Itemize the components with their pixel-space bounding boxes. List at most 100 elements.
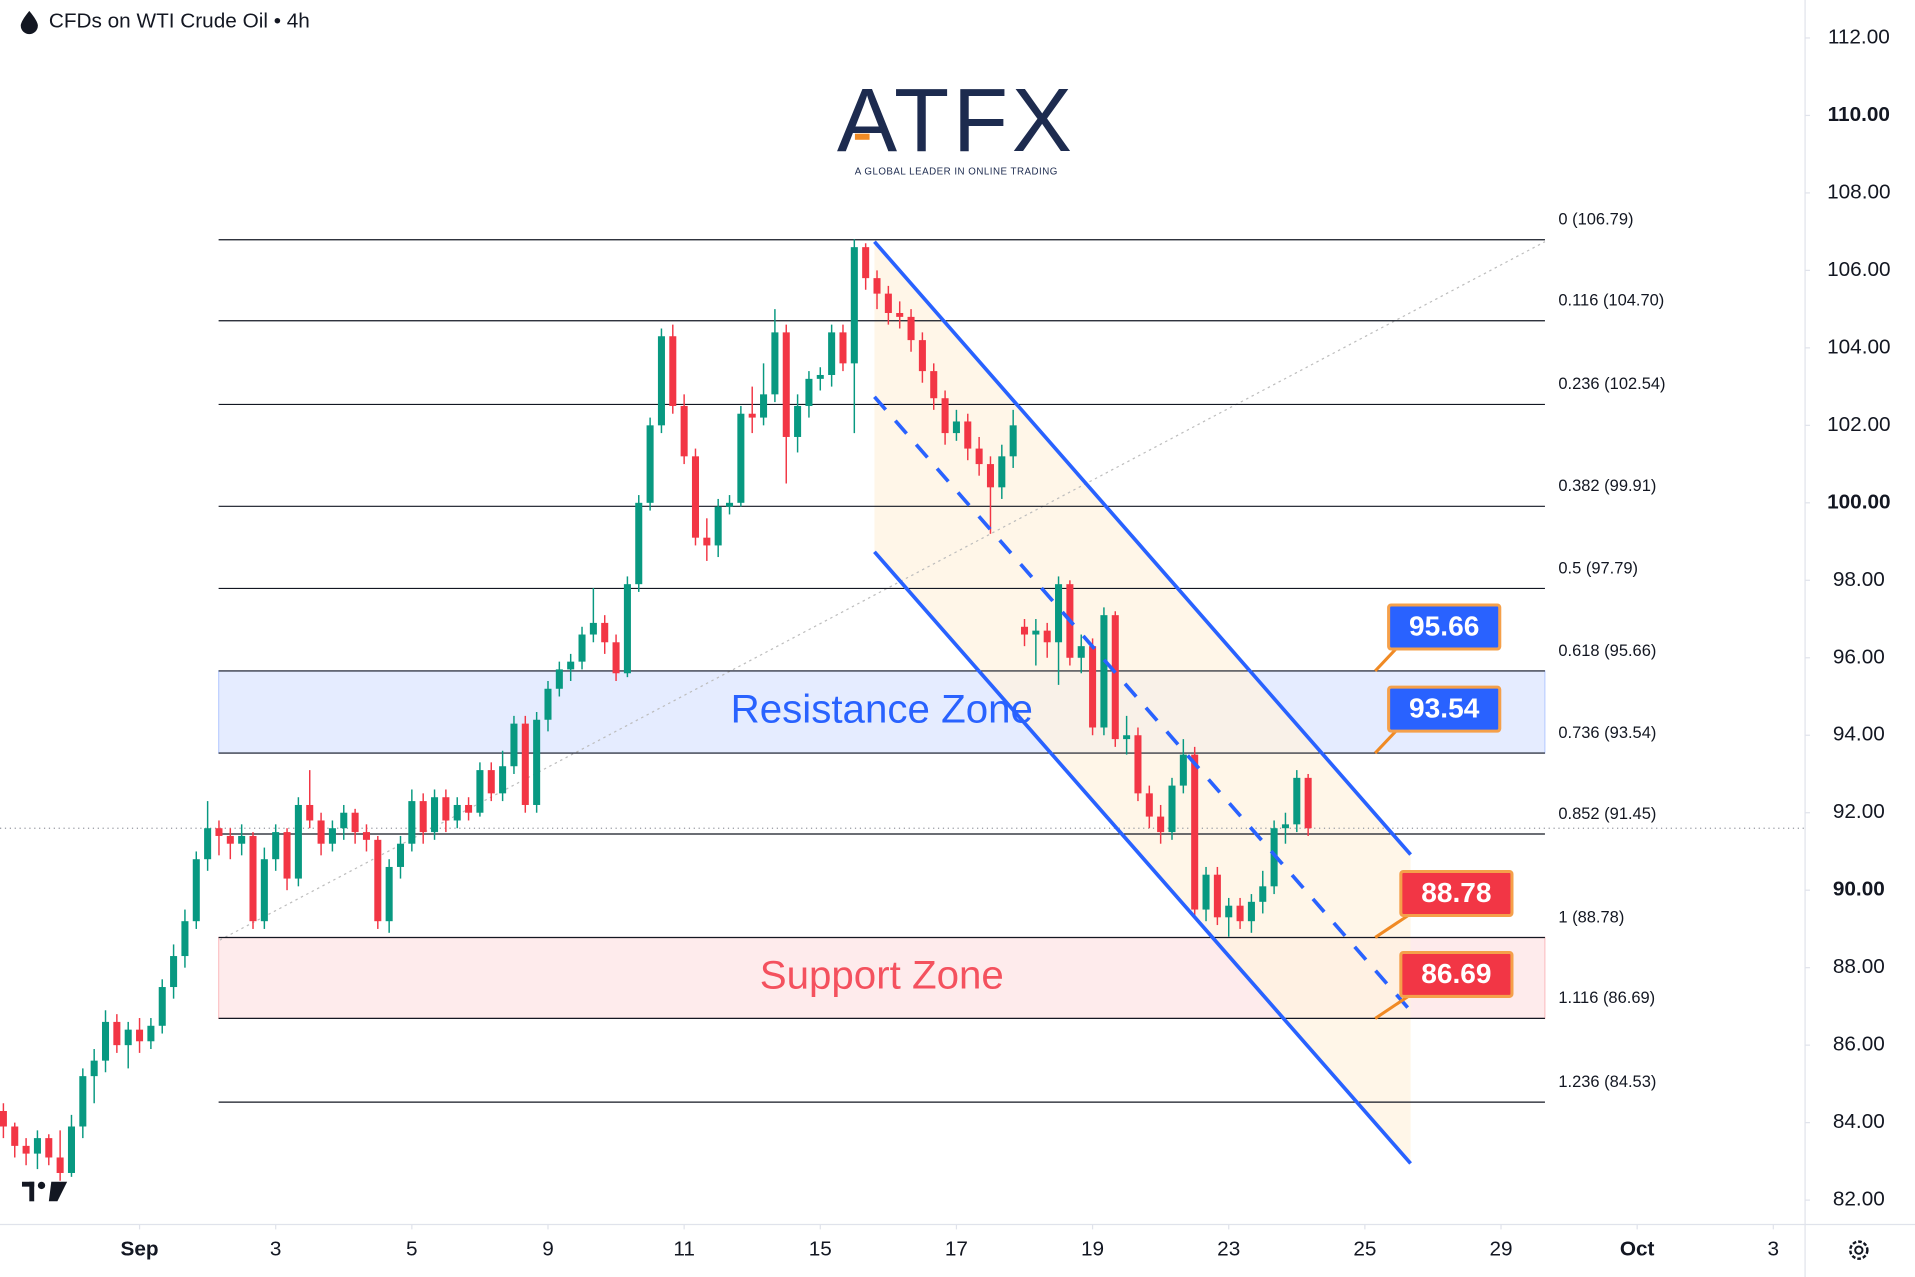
candle-body — [90, 1060, 98, 1077]
candle-body — [782, 332, 790, 437]
candle-body — [340, 812, 348, 829]
candle-body — [714, 506, 722, 546]
callout-pointer — [1374, 647, 1398, 672]
candle-body — [215, 828, 223, 836]
candle-body — [1293, 777, 1301, 825]
callout-box — [1399, 950, 1514, 998]
candle-body — [487, 770, 495, 794]
callout-label: 95.66 — [1409, 611, 1479, 642]
candle-body — [351, 812, 359, 833]
candle-body — [101, 1021, 110, 1061]
candle-body — [442, 797, 450, 821]
candle-body — [0, 1111, 7, 1127]
candle-body — [635, 502, 643, 585]
candle-body — [499, 766, 507, 794]
candle-body — [623, 584, 631, 674]
candle-body — [1304, 777, 1312, 829]
callout-label: 86.69 — [1421, 958, 1491, 989]
gear-inner[interactable] — [1854, 1245, 1864, 1255]
y-tick-label: 82.00 — [1833, 1188, 1885, 1211]
candle-body — [657, 336, 665, 426]
candle-body — [408, 801, 416, 844]
candle-body — [79, 1076, 87, 1127]
gear-outer[interactable] — [1849, 1240, 1869, 1260]
candle-body — [975, 448, 983, 465]
callout-label: 93.54 — [1409, 693, 1480, 724]
x-tick-label: 9 — [542, 1238, 554, 1261]
candle-body — [907, 316, 915, 341]
x-tick-label: 17 — [945, 1238, 968, 1261]
candle-body — [930, 371, 938, 399]
candle-body — [1077, 646, 1085, 658]
candle-body — [896, 313, 904, 317]
candle-body — [703, 537, 711, 546]
x-tick-label: 11 — [673, 1238, 695, 1261]
candle-body — [385, 866, 393, 922]
candle-body — [1281, 824, 1289, 829]
candle-body — [124, 1029, 132, 1046]
chart-title: CFDs on WTI Crude Oil • 4h — [49, 9, 310, 32]
logo-tagline: A GLOBAL LEADER IN ONLINE TRADING — [855, 167, 1058, 178]
candle-body — [192, 859, 200, 922]
candle-body — [1134, 735, 1142, 794]
candle-body — [1100, 615, 1108, 728]
candle-body — [1089, 646, 1097, 728]
candle-body — [362, 832, 370, 840]
candle-body — [567, 661, 575, 670]
candle-body — [158, 987, 166, 1026]
candle-body — [850, 247, 858, 364]
x-tick-label: 3 — [270, 1238, 282, 1261]
candle-body — [260, 859, 268, 922]
callout-pointer — [1374, 914, 1410, 939]
candle-body — [33, 1138, 41, 1154]
candle-body — [476, 770, 484, 813]
settings-button[interactable] — [1849, 1240, 1869, 1260]
fib-label: 0.618 (95.66) — [1558, 642, 1656, 660]
channel-middle — [873, 395, 1412, 1013]
channel-fill — [874, 241, 1411, 1164]
candle-body — [544, 688, 552, 720]
candle-body — [283, 832, 291, 879]
candle-body — [419, 801, 427, 833]
candle-body — [1043, 630, 1051, 643]
candle-body — [510, 723, 518, 767]
candle-body — [56, 1157, 64, 1173]
candle-body — [1055, 584, 1063, 643]
candle-body — [669, 336, 677, 406]
drawings-layer — [219, 241, 1546, 1164]
candle-body — [1157, 816, 1165, 833]
candle-body — [204, 828, 212, 860]
y-tick-label: 104.00 — [1827, 335, 1890, 358]
candle-body — [294, 804, 302, 879]
candle-body — [45, 1138, 53, 1158]
x-tick-label: 5 — [406, 1238, 418, 1261]
candle-body — [816, 374, 824, 379]
fib-label: 0 (106.79) — [1558, 211, 1633, 229]
candle-body — [986, 464, 994, 488]
x-tick-label: Oct — [1620, 1238, 1655, 1261]
callout-label: 88.78 — [1421, 877, 1491, 908]
candle-body — [374, 839, 382, 922]
zone — [218, 670, 1546, 754]
channel-upper — [873, 240, 1412, 856]
callout-box — [1387, 603, 1502, 651]
fib-label: 0.236 (102.54) — [1558, 375, 1665, 393]
y-tick-label: 102.00 — [1827, 413, 1890, 436]
candle-body — [226, 835, 234, 844]
candle-body — [1247, 901, 1255, 922]
fib-label: 0.852 (91.45) — [1558, 805, 1656, 823]
candle-body — [1123, 735, 1131, 740]
y-tick-label: 92.00 — [1833, 800, 1885, 823]
callout-box — [1399, 870, 1514, 918]
candle-body — [1168, 785, 1176, 833]
candle-body — [771, 332, 779, 395]
candle-body — [601, 622, 609, 643]
y-tick-label: 84.00 — [1833, 1110, 1885, 1133]
candle-body — [1236, 905, 1244, 922]
candle-body — [691, 456, 700, 538]
candle-body — [578, 634, 586, 662]
y-tick-label: 94.00 — [1833, 723, 1885, 746]
candle-body — [328, 828, 336, 844]
